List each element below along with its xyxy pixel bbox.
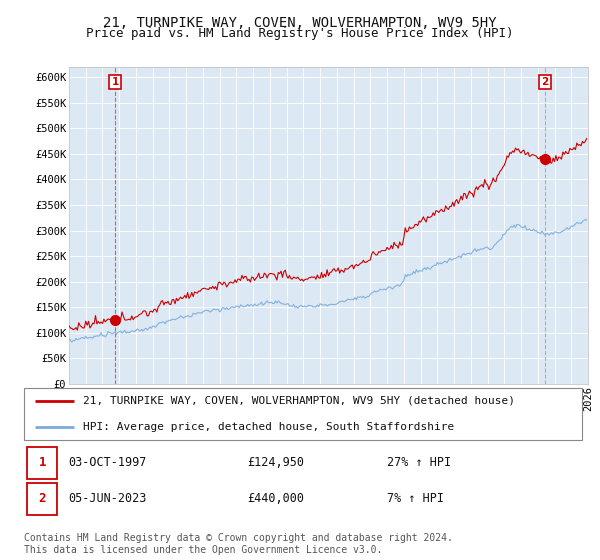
Text: 7% ↑ HPI: 7% ↑ HPI xyxy=(387,492,444,506)
Text: £440,000: £440,000 xyxy=(247,492,304,506)
Text: 21, TURNPIKE WAY, COVEN, WOLVERHAMPTON, WV9 5HY: 21, TURNPIKE WAY, COVEN, WOLVERHAMPTON, … xyxy=(103,16,497,30)
Text: 27% ↑ HPI: 27% ↑ HPI xyxy=(387,456,451,469)
Text: 21, TURNPIKE WAY, COVEN, WOLVERHAMPTON, WV9 5HY (detached house): 21, TURNPIKE WAY, COVEN, WOLVERHAMPTON, … xyxy=(83,396,515,406)
Text: 05-JUN-2023: 05-JUN-2023 xyxy=(68,492,147,506)
FancyBboxPatch shape xyxy=(27,483,58,515)
Text: 03-OCT-1997: 03-OCT-1997 xyxy=(68,456,147,469)
FancyBboxPatch shape xyxy=(24,388,582,440)
Text: 1: 1 xyxy=(112,77,119,87)
Text: Price paid vs. HM Land Registry's House Price Index (HPI): Price paid vs. HM Land Registry's House … xyxy=(86,27,514,40)
Text: 2: 2 xyxy=(541,77,548,87)
Text: £124,950: £124,950 xyxy=(247,456,304,469)
Text: HPI: Average price, detached house, South Staffordshire: HPI: Average price, detached house, Sout… xyxy=(83,422,454,432)
FancyBboxPatch shape xyxy=(27,446,58,479)
Text: Contains HM Land Registry data © Crown copyright and database right 2024.
This d: Contains HM Land Registry data © Crown c… xyxy=(24,533,453,555)
Text: 1: 1 xyxy=(38,456,46,469)
Text: 2: 2 xyxy=(38,492,46,506)
